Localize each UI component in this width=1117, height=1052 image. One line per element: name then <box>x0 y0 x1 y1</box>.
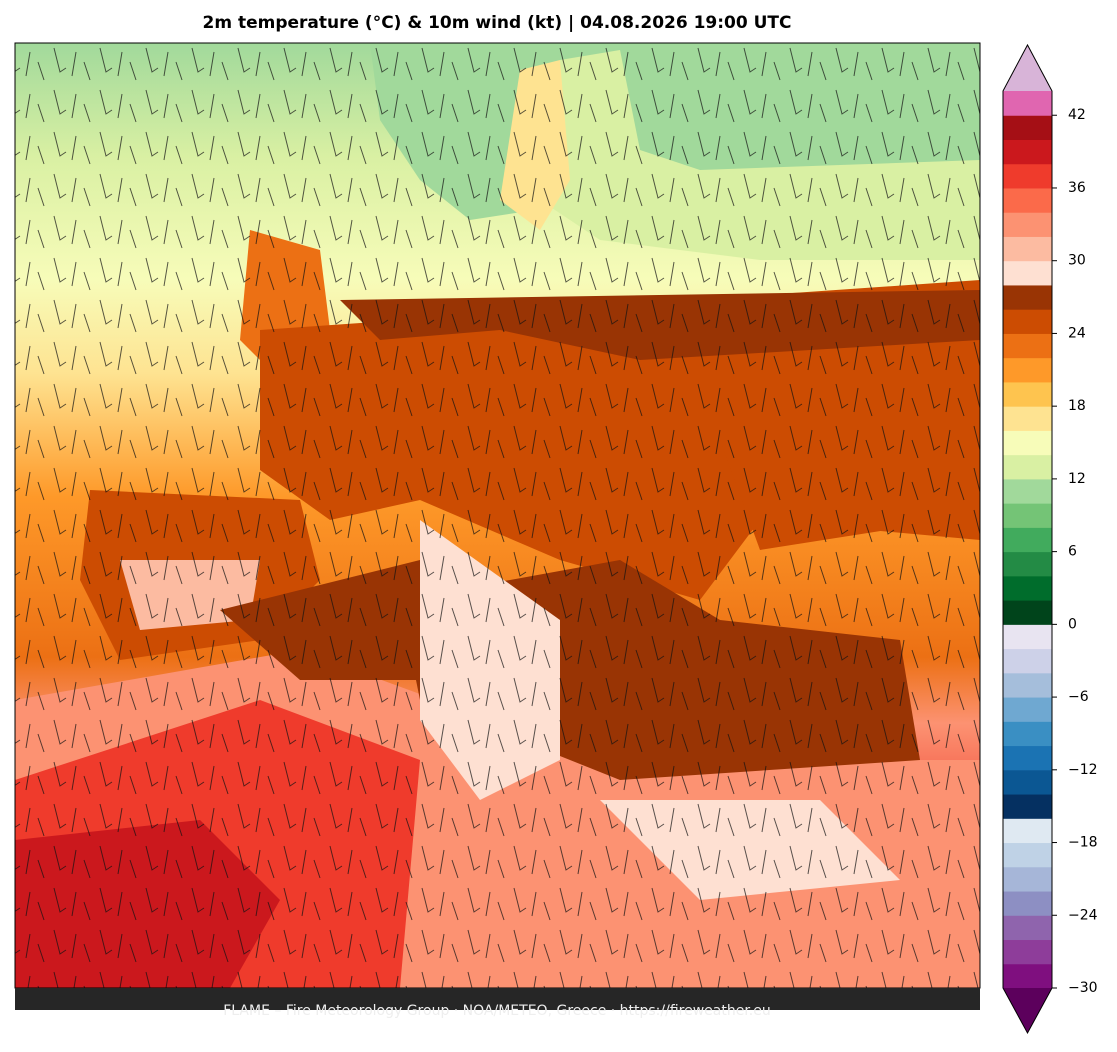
colorbar-band <box>1003 260 1052 286</box>
colorbar: −30 −24 −18 −12 −6 0 6 12 18 24 30 36 42 <box>1002 43 1098 1035</box>
colorbar-band <box>1003 503 1052 528</box>
colorbar-band <box>1003 672 1052 698</box>
footer-text: FLAME – Fire Meteorology Group · NOA/MET… <box>223 1003 771 1019</box>
colorbar-tick-label: −30 <box>1068 980 1098 996</box>
colorbar-tick-label: 18 <box>1068 398 1086 414</box>
colorbar-extend-min <box>1003 988 1052 1033</box>
colorbar-tick-label: 42 <box>1068 107 1086 123</box>
colorbar-band <box>1003 381 1052 407</box>
colorbar-band <box>1003 527 1052 553</box>
colorbar-band <box>1003 430 1052 456</box>
colorbar-band <box>1003 794 1052 819</box>
colorbar-band <box>1003 309 1052 334</box>
colorbar-band <box>1003 575 1052 601</box>
map <box>14 42 981 989</box>
colorbar-band <box>1003 357 1052 383</box>
colorbar-extend-max <box>1003 45 1052 91</box>
colorbar-band <box>1003 648 1052 674</box>
colorbar-band <box>1003 769 1052 795</box>
colorbar-band <box>1003 454 1052 480</box>
colorbar-tick-label: −12 <box>1068 762 1098 778</box>
colorbar-band <box>1003 406 1052 431</box>
colorbar-band <box>1003 284 1052 310</box>
colorbar-band <box>1003 478 1052 504</box>
colorbar-tick-label: 6 <box>1068 544 1077 560</box>
colorbar-band <box>1003 115 1052 140</box>
colorbar-tick-label: 36 <box>1068 180 1086 196</box>
colorbar-band <box>1003 187 1052 213</box>
colorbar-band <box>1003 139 1052 165</box>
colorbar-band <box>1003 212 1052 237</box>
colorbar-band <box>1003 163 1052 189</box>
colorbar-band <box>1003 939 1052 965</box>
colorbar-tick-label: 30 <box>1068 253 1086 269</box>
colorbar-band <box>1003 600 1052 625</box>
colorbar-band <box>1003 842 1052 868</box>
colorbar-band <box>1003 963 1052 989</box>
colorbar-band <box>1003 333 1052 359</box>
colorbar-band <box>1003 745 1052 771</box>
colorbar-band <box>1003 818 1052 844</box>
colorbar-band <box>1003 721 1052 747</box>
colorbar-band <box>1003 91 1052 116</box>
colorbar-band <box>1003 624 1052 650</box>
colorbar-tick-label: 0 <box>1068 616 1077 632</box>
colorbar-band <box>1003 551 1052 577</box>
colorbar-band <box>1003 891 1052 916</box>
colorbar-tick-label: −24 <box>1068 907 1098 923</box>
wind-barbs <box>15 43 980 988</box>
colorbar-tick-label: −6 <box>1068 689 1089 705</box>
colorbar-tick-label: 12 <box>1068 471 1086 487</box>
colorbar-tick-label: 24 <box>1068 325 1086 341</box>
colorbar-tick-label: −18 <box>1068 835 1098 851</box>
colorbar-band <box>1003 915 1052 941</box>
footer-bar <box>15 988 980 1010</box>
title: 2m temperature (°C) & 10m wind (kt) | 04… <box>202 13 791 33</box>
colorbar-band <box>1003 236 1052 262</box>
colorbar-band <box>1003 866 1052 892</box>
colorbar-band <box>1003 697 1052 722</box>
